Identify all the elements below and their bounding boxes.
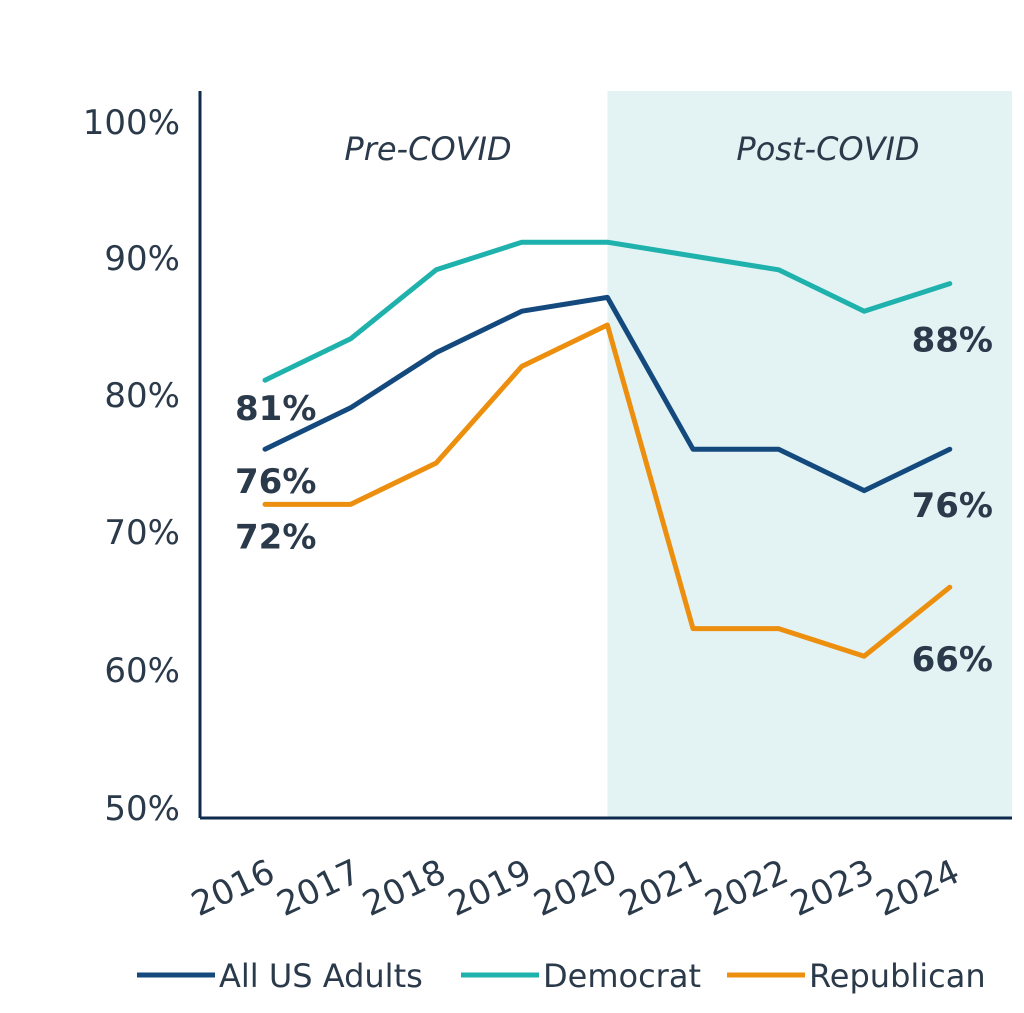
legend: All US Adults Democrat Republican [137, 957, 986, 995]
data-label-republican-2024: 66% [912, 640, 993, 680]
x-tick-label: 2019 [442, 852, 537, 925]
x-tick-label: 2017 [271, 852, 366, 925]
x-tick-label: 2022 [699, 852, 794, 925]
x-tick-label: 2018 [357, 852, 452, 925]
x-tick-label: 2023 [785, 852, 880, 925]
data-label-all-us-adults-2016: 76% [235, 462, 316, 502]
period-regions [607, 91, 1012, 818]
data-label-democrat-2016: 81% [235, 389, 316, 429]
y-tick-label: 70% [104, 513, 180, 553]
legend-label: All US Adults [219, 957, 423, 995]
legend-item-democrat: Democrat [461, 957, 701, 995]
period-label-post-covid: Post-COVID [736, 130, 919, 168]
axes [198, 91, 1012, 820]
y-tick-label: 80% [104, 376, 180, 416]
x-tick-label: 2016 [185, 852, 280, 925]
period-labels: Pre-COVID Post-COVID [344, 130, 919, 168]
y-axis-ticks: 50% 60% 70% 80% 90% 100% [83, 103, 180, 829]
x-tick-label: 2024 [870, 852, 965, 925]
x-tick-label: 2020 [528, 852, 623, 925]
legend-label: Republican [809, 957, 986, 995]
data-label-democrat-2024: 88% [912, 321, 993, 361]
data-labels: 81% 76% 72% 88% 76% 66% [235, 321, 993, 681]
period-label-pre-covid: Pre-COVID [344, 130, 511, 168]
region-post-covid [607, 91, 1012, 818]
data-label-republican-2016: 72% [235, 517, 316, 557]
legend-item-all-us-adults: All US Adults [137, 957, 423, 995]
x-tick-label: 2021 [613, 852, 708, 925]
y-tick-label: 90% [104, 239, 180, 279]
y-tick-label: 100% [83, 103, 180, 143]
series-line-democrat [262, 239, 953, 383]
y-tick-label: 60% [104, 651, 180, 691]
series-line-republican [262, 322, 953, 659]
data-label-all-us-adults-2024: 76% [912, 486, 993, 526]
series-line-all-us-adults [262, 294, 953, 494]
y-tick-label: 50% [104, 789, 180, 829]
series-lines [262, 239, 953, 659]
legend-item-republican: Republican [727, 957, 986, 995]
legend-label: Democrat [543, 957, 701, 995]
